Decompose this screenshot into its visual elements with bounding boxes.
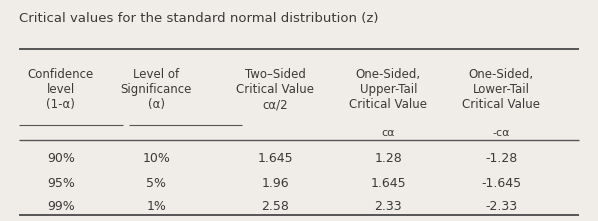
Text: Level of
Significance
(α): Level of Significance (α) [120, 68, 192, 111]
Text: 2.33: 2.33 [374, 200, 402, 213]
Text: Confidence
level
(1-α): Confidence level (1-α) [28, 68, 94, 111]
Text: cα: cα [382, 128, 395, 138]
Text: -cα: -cα [493, 128, 510, 138]
Text: 90%: 90% [47, 152, 75, 165]
Text: 99%: 99% [47, 200, 75, 213]
Text: 5%: 5% [146, 177, 166, 190]
Text: Two–Sided
Critical Value
cα/2: Two–Sided Critical Value cα/2 [236, 68, 314, 111]
Text: One-Sided,
Upper-Tail
Critical Value: One-Sided, Upper-Tail Critical Value [349, 68, 428, 111]
Text: -1.645: -1.645 [481, 177, 521, 190]
Text: 1.645: 1.645 [257, 152, 293, 165]
Text: -1.28: -1.28 [485, 152, 517, 165]
Text: -2.33: -2.33 [486, 200, 517, 213]
Text: 1.96: 1.96 [261, 177, 289, 190]
Text: Critical values for the standard normal distribution (z): Critical values for the standard normal … [19, 12, 379, 25]
Text: 2.58: 2.58 [261, 200, 289, 213]
Text: 95%: 95% [47, 177, 75, 190]
Text: 1.28: 1.28 [374, 152, 402, 165]
Text: 1%: 1% [146, 200, 166, 213]
Text: 1.645: 1.645 [371, 177, 406, 190]
Text: 10%: 10% [142, 152, 170, 165]
Text: One-Sided,
Lower-Tail
Critical Value: One-Sided, Lower-Tail Critical Value [462, 68, 541, 111]
